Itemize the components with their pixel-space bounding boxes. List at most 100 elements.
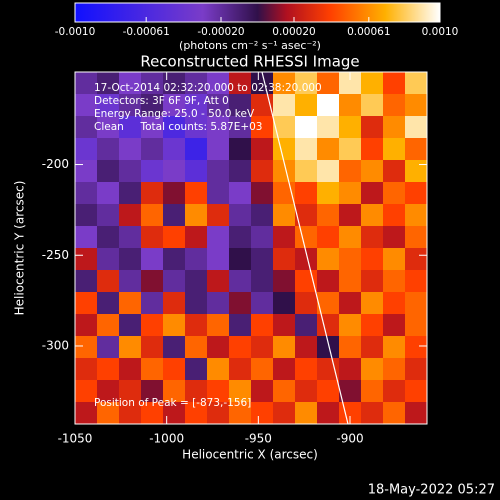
heatmap-cell (383, 72, 406, 95)
heatmap-cell (185, 358, 208, 381)
heatmap-cell (251, 226, 274, 249)
heatmap-cell (251, 182, 274, 205)
heatmap-cell (361, 270, 384, 293)
heatmap-cell (141, 292, 164, 315)
heatmap-cell (273, 358, 296, 381)
heatmap-cell (163, 336, 186, 359)
heatmap-cell (295, 94, 318, 117)
chart-title: Reconstructed RHESSI Image (140, 53, 359, 71)
x-tick-label: -950 (245, 432, 272, 446)
heatmap-cell (295, 204, 318, 227)
heatmap-cell (405, 72, 427, 95)
heatmap-cell (141, 204, 164, 227)
heatmap-cell (185, 292, 208, 315)
heatmap-cell (295, 248, 318, 271)
heatmap-cell (119, 138, 142, 161)
heatmap-cell (75, 292, 98, 315)
heatmap-cell (75, 402, 98, 424)
heatmap-cell (295, 402, 318, 424)
heatmap-cell (361, 204, 384, 227)
colorbar-tick-label: -0.00020 (197, 26, 244, 38)
heatmap-cell (119, 248, 142, 271)
heatmap-cell (75, 160, 98, 183)
heatmap-cell (405, 138, 427, 161)
heatmap-cell (97, 248, 120, 271)
annotation: Detectors: 3F 6F 9F, Att 0 (94, 95, 229, 107)
heatmap-cell (141, 336, 164, 359)
heatmap-cell (273, 380, 296, 403)
heatmap-cell (339, 204, 362, 227)
heatmap-cell (317, 138, 340, 161)
heatmap-cell (75, 380, 98, 403)
heatmap-cell (317, 182, 340, 205)
heatmap-cell (251, 314, 274, 337)
heatmap-cell (119, 380, 142, 403)
heatmap-cell (295, 182, 318, 205)
heatmap-cell (229, 226, 252, 249)
heatmap-cell (251, 94, 274, 117)
heatmap-cell (383, 94, 406, 117)
heatmap-cell (97, 138, 120, 161)
x-tick-label: -1000 (149, 432, 184, 446)
heatmap-cell (383, 138, 406, 161)
heatmap-cell (75, 94, 98, 117)
heatmap-cell (75, 116, 98, 139)
heatmap-cell (229, 72, 252, 95)
heatmap-cell (295, 138, 318, 161)
heatmap-cell (295, 314, 318, 337)
heatmap-cell (185, 380, 208, 403)
heatmap-cell (251, 248, 274, 271)
heatmap-cell (97, 292, 120, 315)
heatmap-cell (75, 72, 98, 95)
heatmap-cell (119, 402, 142, 424)
heatmap-cell (97, 402, 120, 424)
heatmap-cell (383, 314, 406, 337)
heatmap-cell (295, 292, 318, 315)
heatmap-cell (339, 248, 362, 271)
heatmap-cell (405, 314, 427, 337)
heatmap-cell (119, 226, 142, 249)
heatmap-cell (97, 226, 120, 249)
heatmap-cell (207, 72, 230, 95)
heatmap-cell (75, 270, 98, 293)
heatmap-cell (361, 314, 384, 337)
heatmap-cell (339, 270, 362, 293)
heatmap-cell (207, 160, 230, 183)
heatmap-cell (229, 314, 252, 337)
heatmap-cell (185, 138, 208, 161)
colorbar-tick-label: 0.00061 (347, 26, 390, 38)
heatmap-cell (163, 226, 186, 249)
heatmap-cell (383, 204, 406, 227)
heatmap-cell (339, 72, 362, 95)
heatmap-cell (97, 336, 120, 359)
heatmap-cell (383, 292, 406, 315)
heatmap-cell (163, 358, 186, 381)
heatmap-cell (405, 336, 427, 359)
heatmap-cell (361, 94, 384, 117)
heatmap-cell (317, 204, 340, 227)
y-tick-label: -300 (42, 338, 69, 352)
heatmap-cell (229, 402, 252, 424)
heatmap-cell (317, 226, 340, 249)
heatmap-cell (75, 314, 98, 337)
heatmap-cell (141, 314, 164, 337)
heatmap-cell (207, 270, 230, 293)
heatmap-cell (383, 182, 406, 205)
heatmap-cell (361, 248, 384, 271)
heatmap-cell (185, 160, 208, 183)
heatmap-cell (383, 402, 406, 424)
heatmap-cell (317, 160, 340, 183)
heatmap-cell (405, 358, 427, 381)
heatmap-cell (339, 314, 362, 337)
heatmap-cell (119, 182, 142, 205)
heatmap-cell (207, 248, 230, 271)
heatmap-cell (405, 160, 427, 183)
heatmap-cell (97, 182, 120, 205)
heatmap-cell (119, 292, 142, 315)
heatmap-cell (207, 182, 230, 205)
heatmap-cell (273, 270, 296, 293)
heatmap-cell (361, 160, 384, 183)
heatmap-cell (229, 160, 252, 183)
heatmap-cell (295, 160, 318, 183)
heatmap-cell (295, 270, 318, 293)
